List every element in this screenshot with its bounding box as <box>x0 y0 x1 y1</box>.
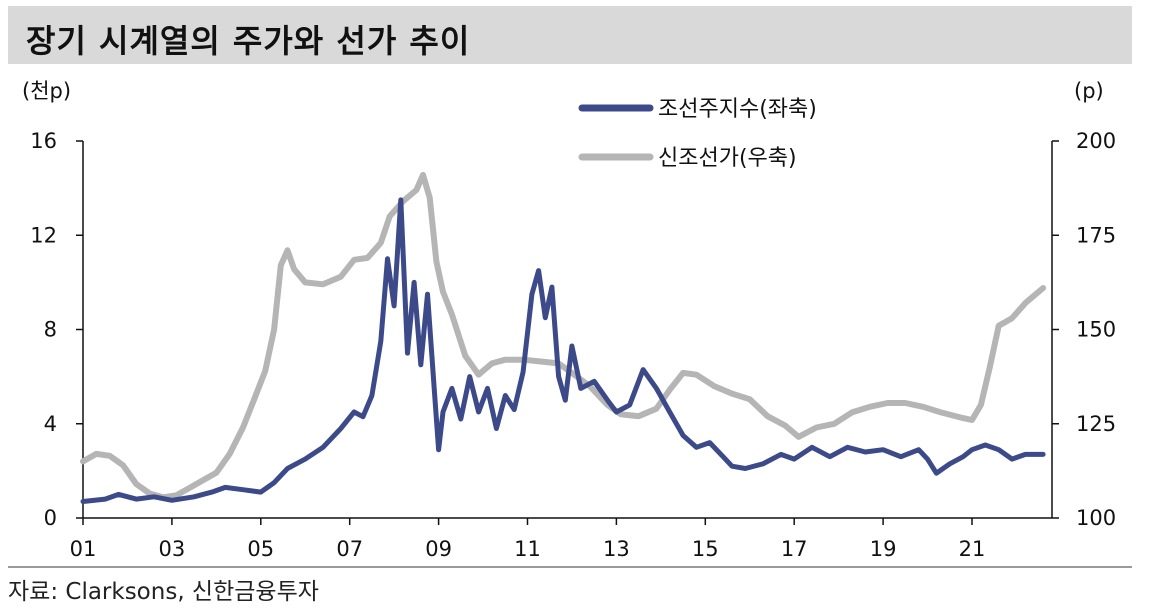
legend-label: 조선주지수(좌축) <box>658 97 817 122</box>
x-tick-label: 19 <box>870 537 897 561</box>
x-tick-label: 07 <box>336 537 363 561</box>
page-title: 장기 시계열의 주가와 선가 추이 <box>26 22 471 60</box>
left-tick-label: 16 <box>30 129 57 153</box>
legend-label: 신조선가(우축) <box>658 146 797 171</box>
series-line-shipbuilding-index <box>80 197 1046 504</box>
left-axis-unit: (천p) <box>22 79 71 103</box>
left-tick-label: 4 <box>44 412 57 436</box>
x-tick-label: 01 <box>70 537 97 561</box>
series-line-newbuild-price <box>80 171 1047 501</box>
bottom-rule <box>8 566 1132 568</box>
x-tick-label: 21 <box>959 537 986 561</box>
right-tick-label: 150 <box>1076 318 1116 342</box>
right-tick-label: 100 <box>1076 506 1116 530</box>
legend: 조선주지수(좌축) 신조선가(우축) <box>578 97 817 171</box>
x-tick-label: 15 <box>692 537 719 561</box>
left-tick-label: 0 <box>44 506 57 530</box>
x-tick-label: 09 <box>425 537 452 561</box>
right-axis-unit: (p) <box>1074 79 1104 103</box>
right-tick-label: 200 <box>1076 129 1116 153</box>
source-note: 자료: Clarksons, 신한금융투자 <box>8 579 319 605</box>
title-bar: 장기 시계열의 주가와 선가 추이 <box>8 6 1132 64</box>
x-tick-label: 05 <box>247 537 274 561</box>
axes: 0 4 8 12 16 100 125 150 175 200 01 03 05 07 09 11 13 15 17… <box>22 79 1116 561</box>
x-tick-label: 17 <box>781 537 808 561</box>
right-tick-label: 175 <box>1076 223 1116 247</box>
series-layer <box>80 171 1047 504</box>
x-tick-label: 13 <box>603 537 630 561</box>
x-tick-label: 03 <box>159 537 186 561</box>
left-tick-label: 8 <box>44 318 57 342</box>
left-tick-label: 12 <box>30 223 57 247</box>
x-tick-label: 11 <box>514 537 541 561</box>
right-tick-label: 125 <box>1076 412 1116 436</box>
